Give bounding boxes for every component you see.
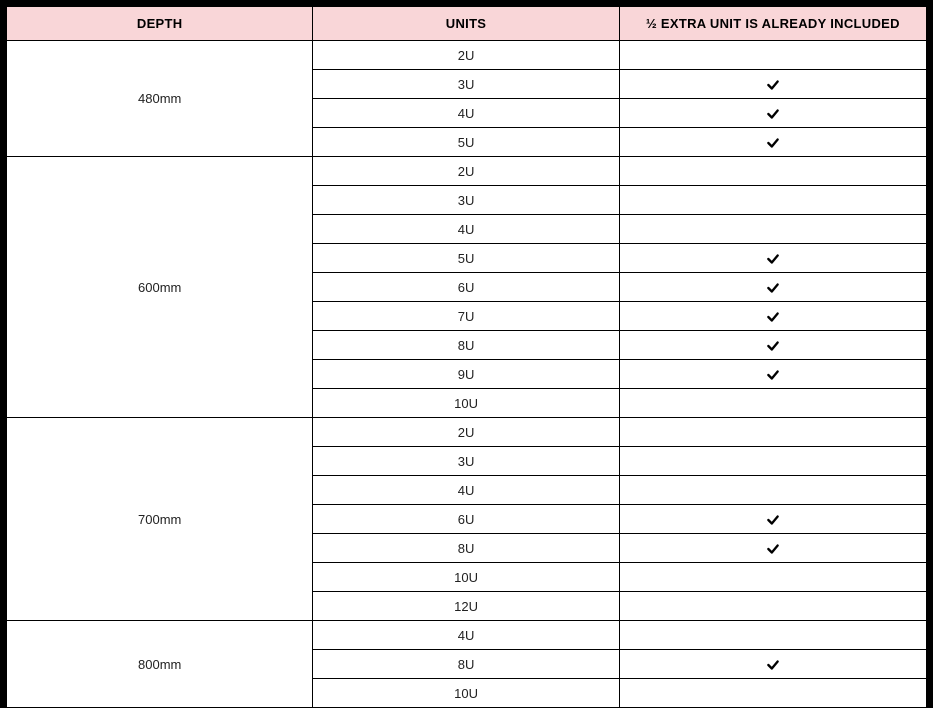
included-cell	[619, 621, 926, 650]
check-icon	[764, 281, 782, 295]
check-icon	[764, 368, 782, 382]
units-cell: 8U	[313, 534, 619, 563]
included-cell	[619, 273, 926, 302]
units-cell: 10U	[313, 389, 619, 418]
units-cell: 7U	[313, 302, 619, 331]
check-icon	[764, 658, 782, 672]
included-cell	[619, 476, 926, 505]
units-cell: 8U	[313, 331, 619, 360]
units-cell: 6U	[313, 273, 619, 302]
units-cell: 4U	[313, 476, 619, 505]
included-cell	[619, 331, 926, 360]
check-icon	[764, 107, 782, 121]
units-cell: 3U	[313, 186, 619, 215]
units-cell: 2U	[313, 41, 619, 70]
included-cell	[619, 128, 926, 157]
included-cell	[619, 650, 926, 679]
units-cell: 5U	[313, 128, 619, 157]
included-cell	[619, 447, 926, 476]
table-row: 700mm2U	[7, 418, 927, 447]
units-cell: 10U	[313, 679, 619, 708]
check-icon	[764, 136, 782, 150]
check-icon	[764, 252, 782, 266]
depth-cell: 700mm	[7, 418, 313, 621]
col-header-depth: DEPTH	[7, 7, 313, 41]
check-icon	[764, 339, 782, 353]
included-cell	[619, 244, 926, 273]
included-cell	[619, 99, 926, 128]
table-frame: DEPTH UNITS ½ EXTRA UNIT IS ALREADY INCL…	[0, 0, 933, 700]
included-cell	[619, 41, 926, 70]
units-cell: 2U	[313, 157, 619, 186]
col-header-included: ½ EXTRA UNIT IS ALREADY INCLUDED	[619, 7, 926, 41]
included-cell	[619, 215, 926, 244]
depth-cell: 800mm	[7, 621, 313, 708]
included-cell	[619, 563, 926, 592]
depth-cell: 480mm	[7, 41, 313, 157]
check-icon	[764, 310, 782, 324]
included-cell	[619, 389, 926, 418]
depth-units-table: DEPTH UNITS ½ EXTRA UNIT IS ALREADY INCL…	[6, 6, 927, 708]
units-cell: 2U	[313, 418, 619, 447]
units-cell: 12U	[313, 592, 619, 621]
units-cell: 3U	[313, 447, 619, 476]
included-cell	[619, 592, 926, 621]
included-cell	[619, 679, 926, 708]
included-cell	[619, 70, 926, 99]
units-cell: 10U	[313, 563, 619, 592]
units-cell: 9U	[313, 360, 619, 389]
units-cell: 5U	[313, 244, 619, 273]
table-row: 480mm2U	[7, 41, 927, 70]
included-cell	[619, 157, 926, 186]
included-cell	[619, 302, 926, 331]
included-cell	[619, 360, 926, 389]
included-cell	[619, 505, 926, 534]
table-row: 600mm2U	[7, 157, 927, 186]
included-cell	[619, 418, 926, 447]
units-cell: 4U	[313, 215, 619, 244]
check-icon	[764, 78, 782, 92]
included-cell	[619, 534, 926, 563]
depth-cell: 600mm	[7, 157, 313, 418]
col-header-units: UNITS	[313, 7, 619, 41]
check-icon	[764, 542, 782, 556]
units-cell: 4U	[313, 99, 619, 128]
check-icon	[764, 513, 782, 527]
units-cell: 3U	[313, 70, 619, 99]
units-cell: 4U	[313, 621, 619, 650]
table-header-row: DEPTH UNITS ½ EXTRA UNIT IS ALREADY INCL…	[7, 7, 927, 41]
included-cell	[619, 186, 926, 215]
units-cell: 8U	[313, 650, 619, 679]
table-row: 800mm4U	[7, 621, 927, 650]
units-cell: 6U	[313, 505, 619, 534]
